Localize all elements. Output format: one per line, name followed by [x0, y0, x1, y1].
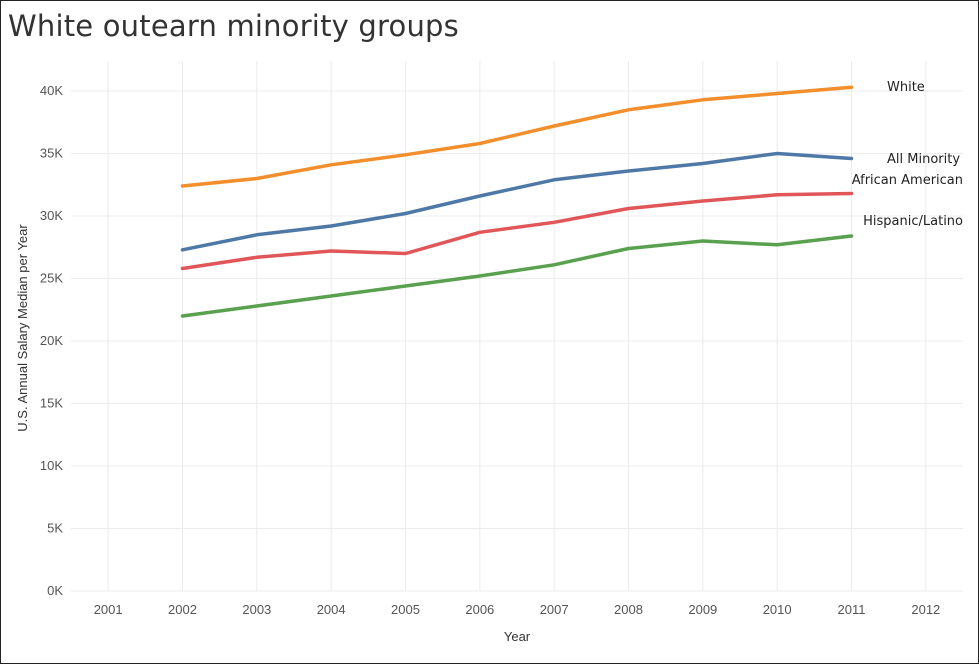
- x-tick-label: 2004: [317, 602, 346, 617]
- x-tick-label: 2008: [614, 602, 643, 617]
- series-label-hispanic-latino: Hispanic/Latino: [863, 214, 963, 229]
- y-tick-label: 20K: [40, 333, 63, 348]
- x-tick-label: 2002: [168, 602, 197, 617]
- series-line-white: [180, 85, 854, 188]
- series-lines: [180, 85, 854, 318]
- x-axis: 2001 2002 2003 2004 2005 2006 2007 2008 2009 2010…: [94, 602, 941, 617]
- series-line-all-minority: [180, 151, 854, 252]
- chart-title: White outearn minority groups: [8, 9, 459, 43]
- series-labels: White All Minority African American Hispani…: [852, 80, 963, 229]
- y-tick-label: 25K: [40, 271, 63, 286]
- y-tick-label: 35K: [40, 146, 63, 161]
- x-tick-label: 2009: [688, 602, 717, 617]
- grid: [71, 61, 963, 592]
- x-tick-label: 2005: [391, 602, 420, 617]
- x-tick-label: 2011: [838, 602, 866, 617]
- x-tick-label: 2007: [540, 602, 569, 617]
- y-tick-label: 5K: [47, 521, 63, 536]
- x-tick-label: 2012: [911, 602, 940, 617]
- series-label-white: White: [887, 80, 925, 95]
- x-axis-title: Year: [504, 629, 531, 644]
- series-line-african-american: [180, 191, 854, 271]
- y-tick-label: 40K: [40, 83, 63, 98]
- series-line-hispanic-latino: [180, 234, 854, 318]
- x-tick-label: 2003: [242, 602, 271, 617]
- x-tick-label: 2001: [94, 602, 123, 617]
- series-label-african-american: African American: [852, 173, 963, 188]
- y-axis: 0K 5K 10K 15K 20K 25K 30K 35K 40K: [40, 83, 63, 598]
- y-tick-label: 30K: [40, 208, 63, 223]
- series-label-all-minority: All Minority: [887, 152, 960, 167]
- x-tick-label: 2006: [465, 602, 494, 617]
- y-tick-label: 15K: [40, 396, 63, 411]
- x-tick-label: 2010: [763, 602, 792, 617]
- y-axis-title: U.S. Annual Salary Median per Year: [15, 224, 30, 432]
- y-tick-label: 10K: [40, 458, 63, 473]
- y-tick-label: 0K: [47, 583, 63, 598]
